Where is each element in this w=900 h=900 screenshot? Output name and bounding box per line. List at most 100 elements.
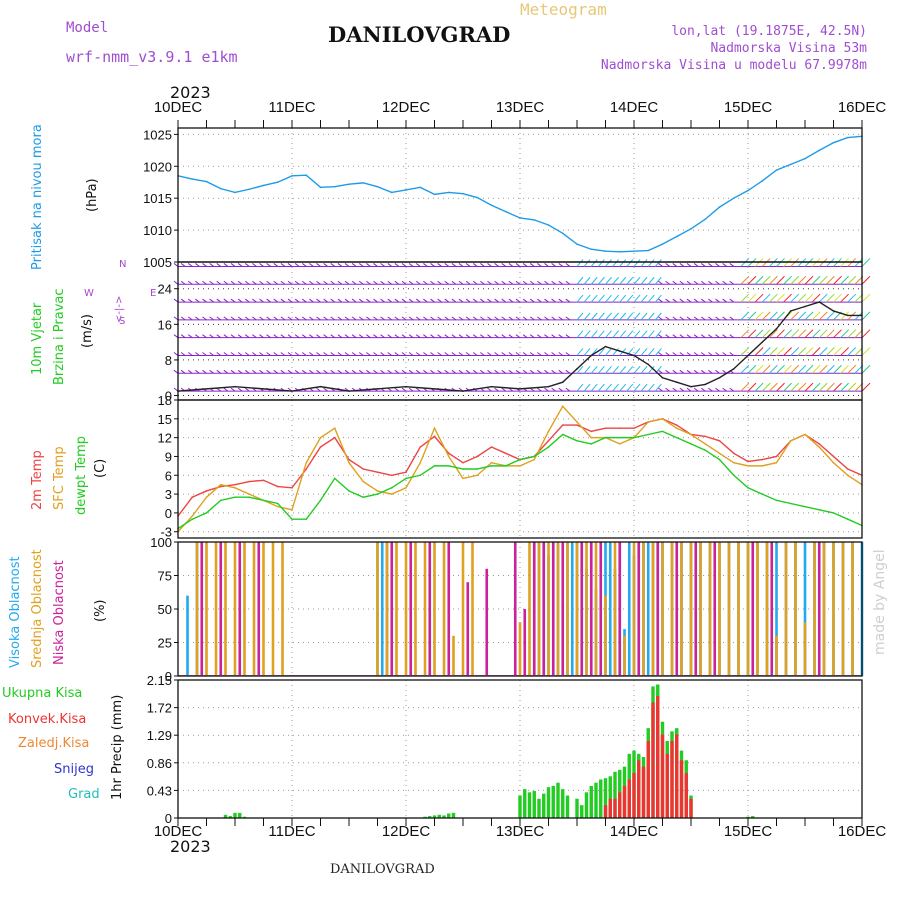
wind-barb (747, 293, 757, 303)
bar-srednja-oblacnost (727, 542, 731, 676)
wind-barb (437, 352, 442, 356)
wind-barb (686, 316, 692, 321)
wind-barb (387, 352, 393, 356)
bar-ukupna-kisa (580, 805, 584, 818)
wind-barb (537, 369, 542, 374)
wind-barb (494, 280, 499, 285)
wind-barb (747, 364, 757, 374)
wind-barb (790, 347, 800, 356)
temp-2m-label: 2m Temp (30, 450, 45, 510)
bar-niska-oblacnost (409, 542, 413, 676)
bar-ukupna-kisa (551, 785, 555, 818)
wind-barb (740, 311, 750, 321)
wind-barb (597, 259, 605, 267)
wind-barb (444, 280, 450, 285)
wind-barb (754, 347, 764, 356)
wind-barb (508, 280, 514, 285)
wind-barb (804, 329, 814, 339)
wind-barb (494, 334, 499, 339)
wind-barb (672, 316, 678, 321)
wind-barb (612, 259, 620, 267)
wind-barb (444, 352, 450, 356)
wind-barb (401, 334, 407, 339)
wind-barb (323, 369, 328, 374)
wind-barb (323, 352, 328, 356)
series-point (547, 224, 550, 226)
bar-srednja-oblacnost (518, 622, 522, 676)
wind-barb (330, 369, 336, 374)
wind-barb (665, 334, 670, 339)
wind-barb (551, 316, 556, 321)
bar-srednja-oblacnost (385, 542, 389, 676)
x-tick-label-bottom: 14DEC (610, 823, 659, 840)
wind-barb (223, 387, 229, 392)
wind-barb (715, 352, 720, 356)
wind-barb (790, 329, 800, 339)
series-point (205, 496, 208, 499)
wind-barb (565, 334, 571, 339)
series-point (234, 487, 236, 489)
wind-barb (665, 352, 670, 356)
wind-barb (537, 280, 542, 285)
wind-barb (769, 311, 778, 321)
wind-barb (722, 298, 727, 303)
wind-barb (626, 294, 634, 303)
wind-barb (544, 369, 549, 374)
wind-barb (444, 316, 450, 321)
wind-barb (472, 352, 478, 356)
wind-barb (401, 352, 407, 356)
wind-barb (544, 387, 549, 392)
series-point (704, 435, 707, 438)
wind-barb (472, 369, 478, 374)
wind-barb (826, 275, 835, 285)
wind-barb (394, 352, 400, 356)
wind-barb (597, 294, 605, 303)
wind-barb (423, 298, 428, 303)
series-point (846, 474, 849, 477)
wind-barb (187, 316, 193, 321)
wind-barb (537, 334, 542, 339)
wind-barb (715, 280, 720, 285)
wind-barb (640, 365, 648, 374)
wind-barb (551, 387, 556, 392)
wind-barb (202, 316, 207, 321)
series-point (747, 189, 749, 192)
wind-barb (387, 316, 393, 321)
wind-barb (826, 364, 835, 374)
wind-barb (833, 382, 842, 392)
temp-unit: (C) (93, 458, 108, 478)
wind-barb (790, 311, 800, 321)
bar-srednja-oblacnost (623, 635, 626, 676)
wind-barb (811, 293, 821, 303)
series-point (832, 310, 835, 312)
wind-barb (187, 263, 193, 267)
wind-barb (619, 383, 627, 392)
wind-barb (337, 263, 343, 267)
wind-barb (700, 298, 706, 303)
wind-barb (480, 298, 485, 303)
wind-barb (337, 298, 343, 303)
wind-barb (626, 276, 634, 285)
bar-srednja-oblacnost (803, 622, 807, 676)
wind-barb (612, 276, 620, 285)
wind-barb (387, 263, 393, 267)
wind-barb (366, 298, 371, 303)
wind-barb (408, 334, 414, 339)
wind-barb (686, 263, 692, 267)
wind-barb (480, 280, 485, 285)
series-point (590, 354, 593, 357)
wind-barb (654, 348, 662, 356)
wind-barb (408, 280, 414, 285)
wind-barb (626, 348, 634, 356)
bar-srednja-oblacnost (585, 542, 588, 676)
wind-barb (597, 312, 605, 321)
wind-barb (173, 334, 179, 339)
series-point (276, 505, 279, 508)
wind-barb (216, 369, 222, 374)
wind-barb (180, 298, 186, 303)
series-point (447, 455, 450, 458)
series-point (504, 210, 507, 213)
wind-barb (761, 329, 771, 339)
wind-barb (729, 387, 735, 392)
wind-barb (619, 294, 627, 303)
